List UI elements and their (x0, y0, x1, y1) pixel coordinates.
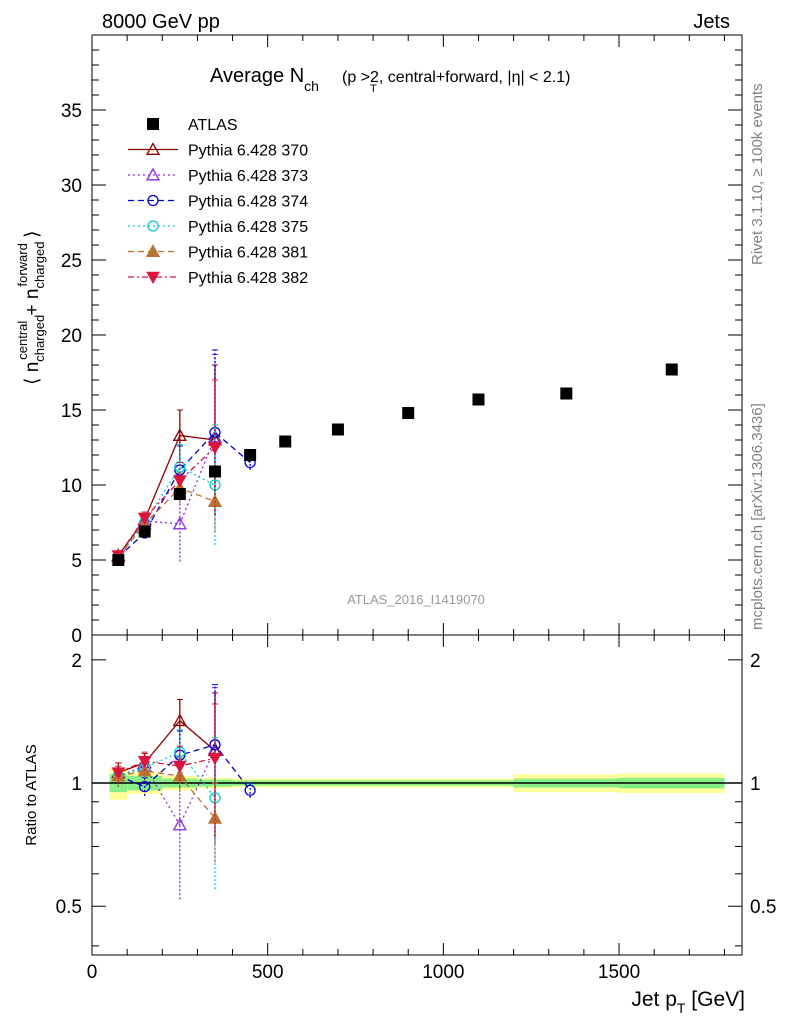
y-tick-label: 25 (61, 251, 82, 272)
series-ratio (112, 729, 221, 890)
y-axis-label: ⟨ nchargedcentral + nchargedforward ⟩ (15, 230, 47, 385)
data-point-marker (173, 488, 186, 500)
legend: ATLAS Pythia 6.428 370 Pythia 6.428 373 Pyt… (128, 117, 308, 287)
ratio-y-axis-label: Ratio to ATLAS (23, 744, 40, 845)
legend-label: Pythia 6.428 382 (188, 270, 308, 287)
x-tick-label: 1500 (598, 962, 640, 983)
x-axis-label: Jet pT [GeV] (631, 988, 745, 1016)
series-main (111, 354, 223, 563)
data-point-marker (145, 167, 161, 181)
ratio-y-tick-label-right: 1 (750, 774, 761, 795)
data-point-marker (145, 244, 161, 257)
ratio-y-tick-label: 1 (71, 774, 82, 795)
data-point-marker (145, 142, 161, 155)
data-point-marker (665, 363, 678, 376)
y-tick-label: 0 (71, 626, 82, 647)
main-panel: 0 5 10 15 20 25 30 35 (61, 34, 743, 647)
ratio-y-tick-label-right: 0.5 (750, 897, 776, 918)
x-tick-label: 500 (252, 962, 284, 983)
data-point-marker (147, 118, 159, 130)
process-label: Jets (693, 11, 730, 33)
series-ratio (111, 757, 223, 863)
data-point-marker (139, 780, 151, 793)
data-point-marker (402, 407, 415, 419)
data-point-marker (112, 554, 125, 566)
data-point-marker (172, 817, 187, 831)
reference-points (112, 363, 678, 566)
data-point-marker (137, 756, 152, 769)
y-tick-label: 20 (61, 326, 82, 347)
series-main (112, 349, 256, 563)
data-point-marker (172, 428, 187, 441)
series-ratio-line (118, 719, 216, 774)
chart-title-detail-sub: T (370, 83, 377, 95)
chart-title-main: Average N (210, 65, 304, 87)
data-point-marker (146, 271, 160, 285)
y-tick-label: 5 (71, 551, 82, 572)
legend-label: ATLAS (188, 117, 238, 134)
legend-label: Pythia 6.428 374 (188, 194, 308, 211)
series-line (117, 431, 251, 558)
series-ratio-line (118, 770, 216, 819)
rivet-label: Rivet 3.1.10, ≥ 100k events (749, 83, 766, 265)
series-line (117, 434, 216, 556)
data-point-marker (111, 767, 126, 780)
mcplots-label: mcplots.cern.ch [arXiv:1306.3436] (749, 403, 766, 630)
series-ratio-line (118, 757, 216, 774)
data-point-marker (208, 752, 222, 766)
data-point-marker (279, 435, 292, 448)
analysis-watermark: ATLAS_2016_I1419070 (347, 592, 485, 607)
ratio-panel: 0 500 1000 1500 0.5 0.5 1 1 2 2 (56, 634, 776, 983)
data-point-marker (172, 475, 187, 488)
data-point-marker (137, 512, 152, 526)
data-point-marker (172, 713, 187, 727)
series-ratio (111, 703, 222, 837)
series-ratio (112, 684, 256, 837)
data-point-marker (147, 194, 159, 207)
x-tick-label: 1000 (422, 962, 464, 983)
x-tick-label: 0 (87, 962, 98, 983)
data-point-marker (560, 387, 573, 400)
ratio-y-tick-label: 0.5 (56, 897, 82, 918)
chart-title-detail: (p >2, central+forward, |η| < 2.1) (342, 69, 570, 86)
data-point-marker (208, 442, 222, 455)
data-point-marker (138, 525, 151, 538)
ratio-y-tick-label: 2 (71, 651, 82, 672)
legend-label: Pythia 6.428 375 (188, 219, 308, 236)
series-ratio (111, 692, 223, 837)
ratio-frame (91, 634, 743, 956)
series-line (117, 487, 216, 558)
data-point-marker (472, 393, 485, 406)
data-point-marker (244, 784, 256, 796)
legend-label: Pythia 6.428 373 (188, 168, 308, 185)
series-line (117, 436, 216, 558)
series-line (117, 466, 216, 558)
data-point-marker (208, 465, 221, 478)
energy-label: 8000 GeV pp (102, 11, 220, 33)
y-tick-label: 35 (61, 101, 82, 122)
y-tick-label: 10 (61, 476, 82, 497)
legend-label: Pythia 6.428 381 (188, 245, 308, 262)
chart-title-detail-text: (p >2, central+forward, |η| < 2.1) (342, 69, 570, 86)
y-tick-label: 15 (61, 401, 82, 422)
series-ratio-line (118, 751, 216, 799)
data-point-marker (147, 220, 159, 232)
data-point-marker (172, 760, 187, 774)
y-tick-label: 30 (61, 176, 82, 197)
series-main (111, 379, 222, 563)
series-line (117, 447, 216, 556)
data-point-marker (172, 516, 187, 530)
legend-label: Pythia 6.428 370 (188, 143, 308, 160)
data-point-marker (244, 449, 257, 461)
data-point-marker (331, 423, 344, 436)
ratio-y-tick-label-right: 2 (750, 651, 761, 672)
chart-title: Average Nch (210, 65, 319, 94)
chart-title-sub: ch (304, 78, 319, 94)
